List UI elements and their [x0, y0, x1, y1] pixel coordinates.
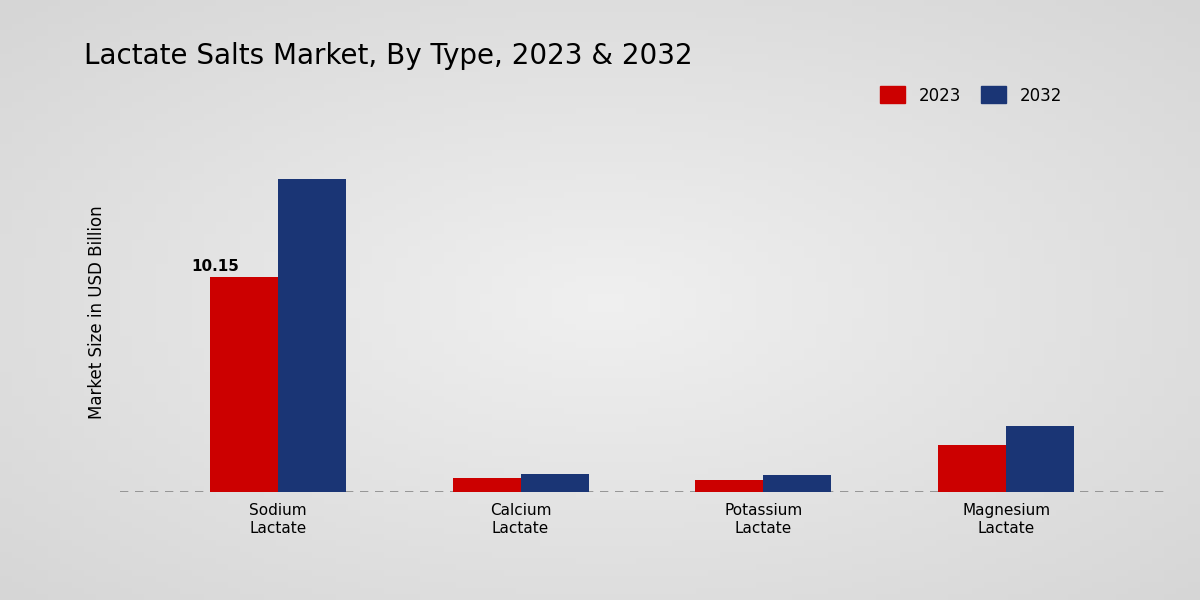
- Y-axis label: Market Size in USD Billion: Market Size in USD Billion: [88, 205, 106, 419]
- Text: Lactate Salts Market, By Type, 2023 & 2032: Lactate Salts Market, By Type, 2023 & 20…: [84, 42, 692, 70]
- Bar: [938, 445, 1006, 492]
- Legend: 2023, 2032: 2023, 2032: [881, 86, 1062, 104]
- Text: 10.15: 10.15: [191, 259, 239, 274]
- Bar: [1006, 427, 1074, 492]
- Bar: [210, 277, 278, 492]
- Bar: [521, 474, 588, 492]
- Bar: [278, 179, 346, 492]
- Bar: [696, 481, 763, 492]
- Bar: [763, 475, 832, 492]
- Bar: [452, 478, 521, 492]
